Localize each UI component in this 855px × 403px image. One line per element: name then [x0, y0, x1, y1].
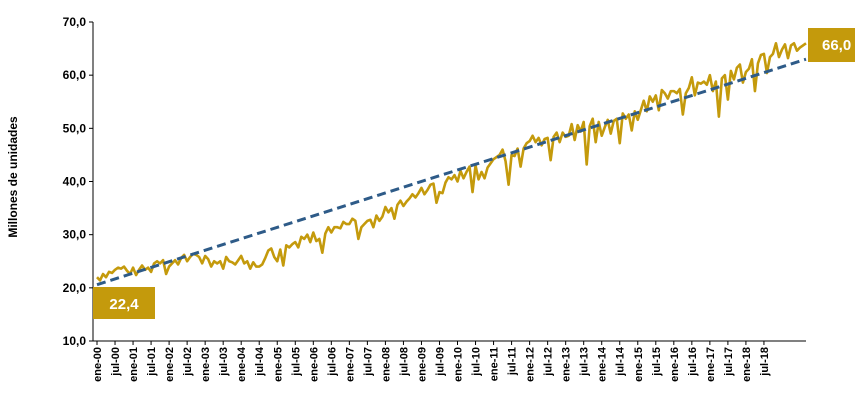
x-tick-label: ene-18 [741, 347, 753, 382]
x-tick-label: jul-07 [362, 347, 374, 377]
x-tick-label: jul-18 [759, 347, 771, 377]
x-tick-label: jul-10 [471, 347, 483, 377]
start-value-callout-box [93, 287, 155, 319]
y-tick-label: 30,0 [63, 228, 87, 242]
x-tick-label: ene-03 [200, 347, 212, 382]
x-tick-label: ene-11 [489, 347, 501, 381]
series-group [96, 41, 807, 282]
x-tick-label: ene-17 [705, 347, 717, 382]
y-tick-label: 70,0 [63, 15, 87, 29]
x-tick-label: jul-02 [182, 347, 194, 377]
x-tick-label: jul-03 [218, 347, 230, 377]
y-tick-label: 10,0 [63, 334, 87, 348]
y-tick-label: 50,0 [63, 121, 87, 135]
x-tick-label: ene-14 [597, 346, 609, 382]
x-tick-label: ene-05 [272, 347, 284, 382]
x-tick-label: jul-04 [254, 346, 266, 377]
x-tick-label: ene-10 [453, 347, 465, 382]
y-axis-title: Millones de unidades [6, 116, 20, 238]
x-tick-label: jul-12 [543, 347, 555, 377]
trendline-group [96, 57, 807, 287]
x-tick-label: jul-11 [507, 347, 519, 376]
x-tick-label: ene-04 [236, 346, 248, 382]
x-tick-label: jul-16 [687, 347, 699, 377]
callouts: 22,4 66,0 [93, 28, 855, 319]
axes [92, 22, 806, 342]
x-tick-label: ene-13 [561, 347, 573, 382]
y-tick-label: 40,0 [63, 175, 87, 189]
x-tick-label: jul-01 [146, 347, 158, 377]
x-tick-label: ene-12 [525, 347, 537, 382]
x-tick-label: jul-08 [398, 347, 410, 377]
x-tick-label: ene-02 [164, 347, 176, 382]
x-tick-label: ene-15 [633, 347, 645, 382]
x-tick-label: jul-14 [615, 346, 627, 377]
x-tick-label: ene-09 [416, 347, 428, 382]
x-tick-label: ene-06 [308, 347, 320, 382]
x-tick-label: jul-00 [110, 347, 122, 377]
series-line [96, 41, 807, 282]
trendline [96, 57, 807, 287]
x-tick-label: jul-13 [579, 347, 591, 377]
x-axis-ticks: ene-00 jul-00 ene-01 jul-01 ene-02 jul-02 ene-… [92, 341, 771, 382]
x-tick-label: jul-06 [326, 347, 338, 377]
x-tick-label: jul-15 [651, 347, 663, 377]
y-tick-label: 60,0 [63, 68, 87, 82]
x-tick-label: jul-17 [723, 347, 735, 377]
x-tick-label: jul-05 [290, 347, 302, 377]
x-tick-label: ene-01 [128, 347, 140, 382]
x-tick-label: jul-09 [434, 347, 446, 377]
x-tick-label: ene-00 [92, 347, 104, 382]
start-value-callout-label: 22,4 [109, 296, 139, 313]
y-axis-title-group: Millones de unidades [6, 116, 20, 238]
y-tick-label: 20,0 [63, 281, 87, 295]
x-tick-label: ene-07 [344, 347, 356, 382]
end-value-callout-label: 66,0 [822, 37, 851, 54]
y-axis-ticks: 10,0 20,0 30,0 40,0 50,0 60,0 70,0 [63, 15, 93, 348]
x-tick-label: ene-08 [380, 347, 392, 382]
x-tick-label: ene-16 [669, 347, 681, 382]
end-value-callout-box [808, 28, 855, 62]
